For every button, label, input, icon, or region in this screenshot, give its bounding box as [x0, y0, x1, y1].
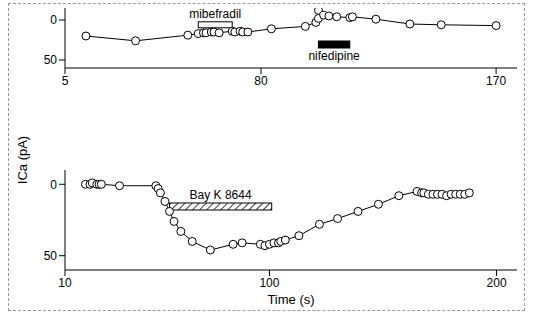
- svg-text:0: 0: [50, 13, 57, 27]
- svg-text:0: 0: [50, 178, 57, 192]
- svg-text:Bay K 8644: Bay K 8644: [190, 188, 252, 202]
- svg-text:200: 200: [487, 276, 507, 290]
- svg-text:5: 5: [62, 74, 69, 88]
- svg-text:50: 50: [44, 249, 58, 263]
- svg-text:100: 100: [259, 276, 279, 290]
- svg-text:80: 80: [254, 74, 268, 88]
- svg-text:nifedipine: nifedipine: [308, 49, 360, 63]
- svg-text:170: 170: [486, 74, 506, 88]
- svg-text:10: 10: [58, 276, 72, 290]
- html-text:Time (s): Time (s): [267, 292, 315, 307]
- html-text:ICa (pA): ICa (pA): [14, 135, 30, 185]
- svg-text:mibefradil: mibefradil: [189, 7, 241, 21]
- svg-text:50: 50: [44, 53, 58, 67]
